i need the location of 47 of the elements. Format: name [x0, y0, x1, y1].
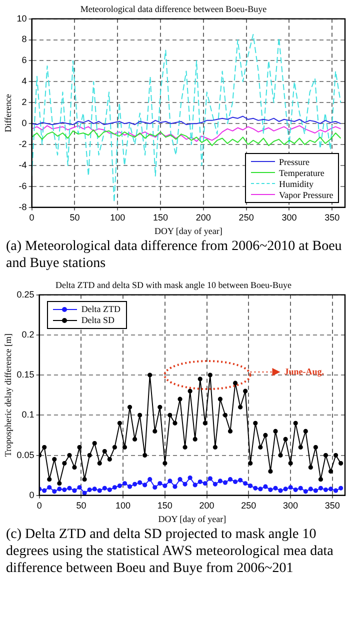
- y-tick-label: 2: [22, 97, 27, 108]
- x-tick-label: 300: [283, 500, 298, 510]
- text: (a) Meteorological data difference from 2006~2010 at Boeu and Buye stations: [5, 238, 343, 273]
- y-tick-label: 0.2: [22, 329, 34, 340]
- y-tick-label: 0.05: [16, 450, 34, 460]
- x-tick-label: 200: [196, 212, 211, 222]
- x-tick-label: 350: [324, 212, 340, 222]
- x-tick-label: 100: [116, 500, 131, 510]
- legend-label: Temperature: [279, 168, 324, 178]
- y-tick-label: -4: [18, 160, 27, 170]
- legend-label: Vapor Pressure: [279, 190, 334, 200]
- y-tick-label: 0: [22, 118, 27, 128]
- x-tick-label: 200: [199, 500, 214, 510]
- legend-label: Delta SD: [81, 315, 115, 326]
- y-tick-label: 0.25: [16, 289, 34, 300]
- x-tick-label: 150: [157, 500, 172, 510]
- chart-title: Meteorological data difference between Boeu-Buye: [80, 4, 267, 14]
- chart-title: Delta ZTD and delta SD with mask angle 10 between Boeu-Buye: [56, 280, 292, 290]
- y-tick-label: -6: [18, 180, 27, 191]
- x-tick-label: 300: [282, 212, 297, 222]
- y-tick-label: 10: [16, 13, 27, 24]
- legend-label: Pressure: [279, 156, 310, 167]
- x-tick-label: 50: [70, 212, 80, 222]
- legend-label: Humidity: [279, 178, 314, 189]
- y-tick-label: 4: [22, 76, 27, 86]
- text: (c) Delta ZTD and delta SD projected to mask angle 10 degrees using the statistical AWS meteorological mea data difference between Boeu and Buye from 2006~201: [5, 526, 334, 578]
- x-tick-label: 150: [153, 212, 168, 222]
- y-tick-label: 6: [22, 55, 27, 66]
- y-axis-title: Difference: [2, 94, 13, 132]
- x-tick-label: 250: [241, 500, 256, 510]
- x-axis-title: DOY [day of year]: [158, 514, 226, 524]
- y-tick-label: 0: [29, 490, 34, 500]
- x-tick-label: 350: [324, 500, 340, 510]
- y-tick-label: -8: [18, 202, 27, 212]
- line-series: [32, 34, 342, 203]
- x-axis-title: DOY [day of year]: [154, 226, 222, 236]
- x-tick-label: 100: [110, 212, 126, 222]
- y-axis-title: Tropospheric delay difference [m]: [2, 333, 13, 457]
- x-tick-label: 0: [36, 500, 42, 510]
- y-tick-label: 8: [22, 34, 27, 44]
- legend-label: Delta ZTD: [81, 304, 121, 314]
- y-tick-label: -2: [18, 139, 27, 150]
- y-tick-label: 0.1: [22, 410, 34, 420]
- x-tick-label: 50: [76, 500, 86, 510]
- y-tick-label: 0.15: [16, 370, 34, 380]
- x-tick-label: 250: [238, 212, 254, 222]
- annotation: June-Aug.: [284, 366, 324, 376]
